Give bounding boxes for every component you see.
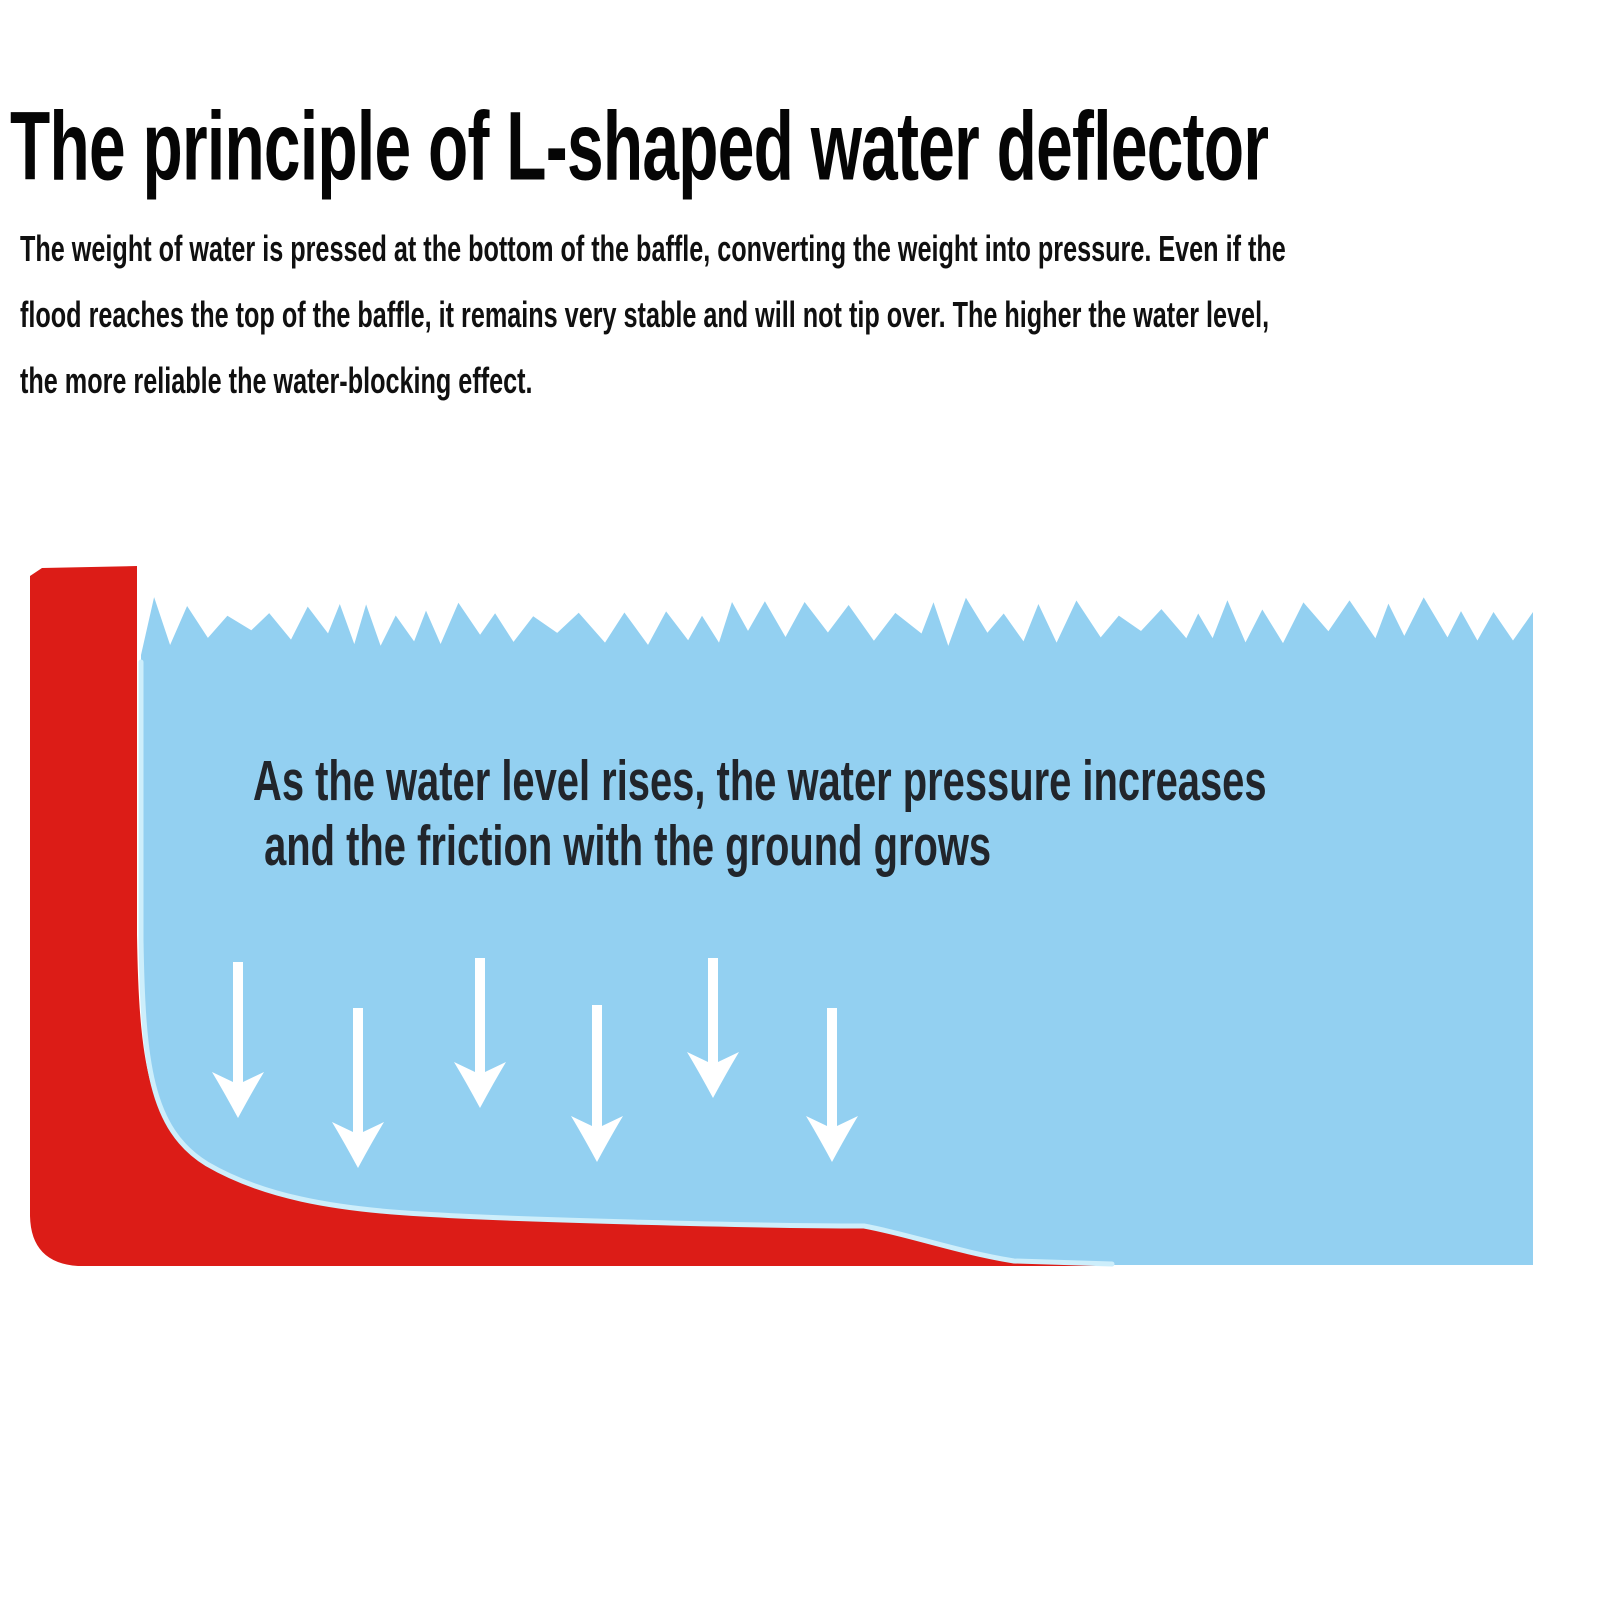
pressure-arrow-down-icon xyxy=(212,962,264,1118)
water-shape xyxy=(141,597,1533,1265)
caption-line: As the water level rises, the water pres… xyxy=(253,748,1600,813)
pressure-arrow-down-icon xyxy=(806,1008,858,1162)
water-edge-highlight xyxy=(138,659,1115,1267)
paragraph-line: flood reaches the top of the baffle, it … xyxy=(20,294,1600,360)
water-caption: As the water level rises, the water pres… xyxy=(253,748,1600,878)
pressure-arrow-down-icon xyxy=(454,958,506,1108)
paragraph-line: The weight of water is pressed at the bo… xyxy=(20,228,1600,294)
page-title-text: The principle of L-shaped water deflecto… xyxy=(10,90,1269,201)
caption-line: and the friction with the ground grows xyxy=(253,813,1600,878)
paragraph-line-text: the more reliable the water-blocking eff… xyxy=(20,360,533,401)
l-shaped-baffle-shape xyxy=(30,566,1110,1266)
paragraph-line-text: flood reaches the top of the baffle, it … xyxy=(20,294,1270,335)
page-title: The principle of L-shaped water deflecto… xyxy=(10,90,1600,201)
caption-line-text: As the water level rises, the water pres… xyxy=(253,749,1267,813)
pressure-arrow-down-icon xyxy=(687,958,739,1098)
paragraph-line-text: The weight of water is pressed at the bo… xyxy=(20,228,1286,269)
pressure-arrow-down-icon xyxy=(332,1008,384,1168)
caption-line-text: and the friction with the ground grows xyxy=(253,814,992,878)
intro-paragraph: The weight of water is pressed at the bo… xyxy=(20,228,1600,426)
pressure-arrow-down-icon xyxy=(571,1005,623,1162)
paragraph-line: the more reliable the water-blocking eff… xyxy=(20,360,1600,426)
pressure-arrows-group xyxy=(212,958,858,1168)
